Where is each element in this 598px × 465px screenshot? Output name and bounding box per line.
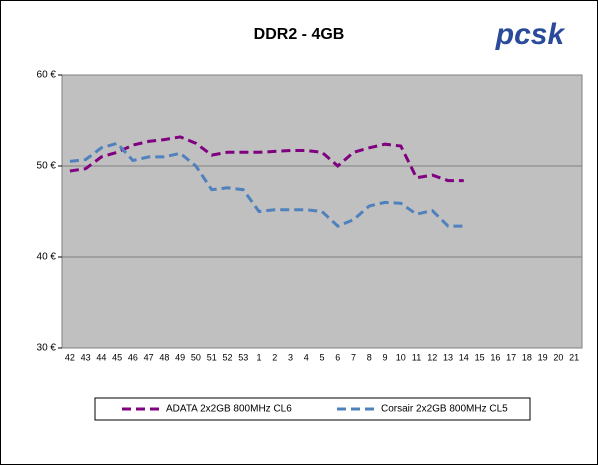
x-tick-label: 53 bbox=[238, 352, 248, 362]
x-tick-label: 47 bbox=[144, 352, 154, 362]
x-tick-label: 10 bbox=[396, 352, 406, 362]
x-tick-label: 48 bbox=[159, 352, 169, 362]
y-tick-label: 50 € bbox=[37, 161, 57, 172]
x-tick-label: 9 bbox=[383, 352, 388, 362]
x-tick-label: 12 bbox=[427, 352, 437, 362]
x-tick-label: 7 bbox=[351, 352, 356, 362]
plot-area bbox=[61, 74, 583, 349]
x-tick-label: 5 bbox=[319, 352, 324, 362]
x-tick-label: 3 bbox=[288, 352, 293, 362]
x-tick-label: 2 bbox=[272, 352, 277, 362]
x-tick-label: 44 bbox=[96, 352, 106, 362]
x-tick-label: 4 bbox=[304, 352, 309, 362]
x-tick-label: 13 bbox=[443, 352, 453, 362]
x-tick-label: 18 bbox=[522, 352, 532, 362]
x-tick-label: 50 bbox=[191, 352, 201, 362]
x-tick-label: 1 bbox=[256, 352, 261, 362]
x-tick-label: 17 bbox=[506, 352, 516, 362]
x-tick-label: 51 bbox=[207, 352, 217, 362]
x-tick-label: 43 bbox=[81, 352, 91, 362]
x-tick-label: 6 bbox=[335, 352, 340, 362]
series-line bbox=[69, 135, 464, 183]
x-tick-label: 52 bbox=[222, 352, 232, 362]
x-tick-label: 8 bbox=[367, 352, 372, 362]
legend-label: ADATA 2x2GB 800MHz CL6 bbox=[166, 404, 292, 415]
x-tick-label: 16 bbox=[490, 352, 500, 362]
x-tick-label: 14 bbox=[459, 352, 469, 362]
chart-title: DDR2 - 4GB bbox=[254, 26, 345, 43]
y-tick-label: 30 € bbox=[37, 343, 57, 354]
y-tick-label: 60 € bbox=[37, 70, 57, 81]
x-tick-label: 21 bbox=[569, 352, 579, 362]
y-tick-label: 40 € bbox=[37, 252, 57, 263]
x-tick-label: 20 bbox=[553, 352, 563, 362]
logo: pcsk bbox=[495, 18, 566, 51]
series-line bbox=[69, 141, 464, 228]
legend-label: Corsair 2x2GB 800MHz CL5 bbox=[381, 404, 508, 415]
x-tick-label: 45 bbox=[112, 352, 122, 362]
x-tick-label: 49 bbox=[175, 352, 185, 362]
x-tick-label: 11 bbox=[412, 352, 421, 362]
x-tick-label: 15 bbox=[475, 352, 485, 362]
legend-box bbox=[94, 397, 531, 421]
x-tick-label: 19 bbox=[538, 352, 548, 362]
x-tick-label: 42 bbox=[65, 352, 75, 362]
x-tick-label: 46 bbox=[128, 352, 138, 362]
